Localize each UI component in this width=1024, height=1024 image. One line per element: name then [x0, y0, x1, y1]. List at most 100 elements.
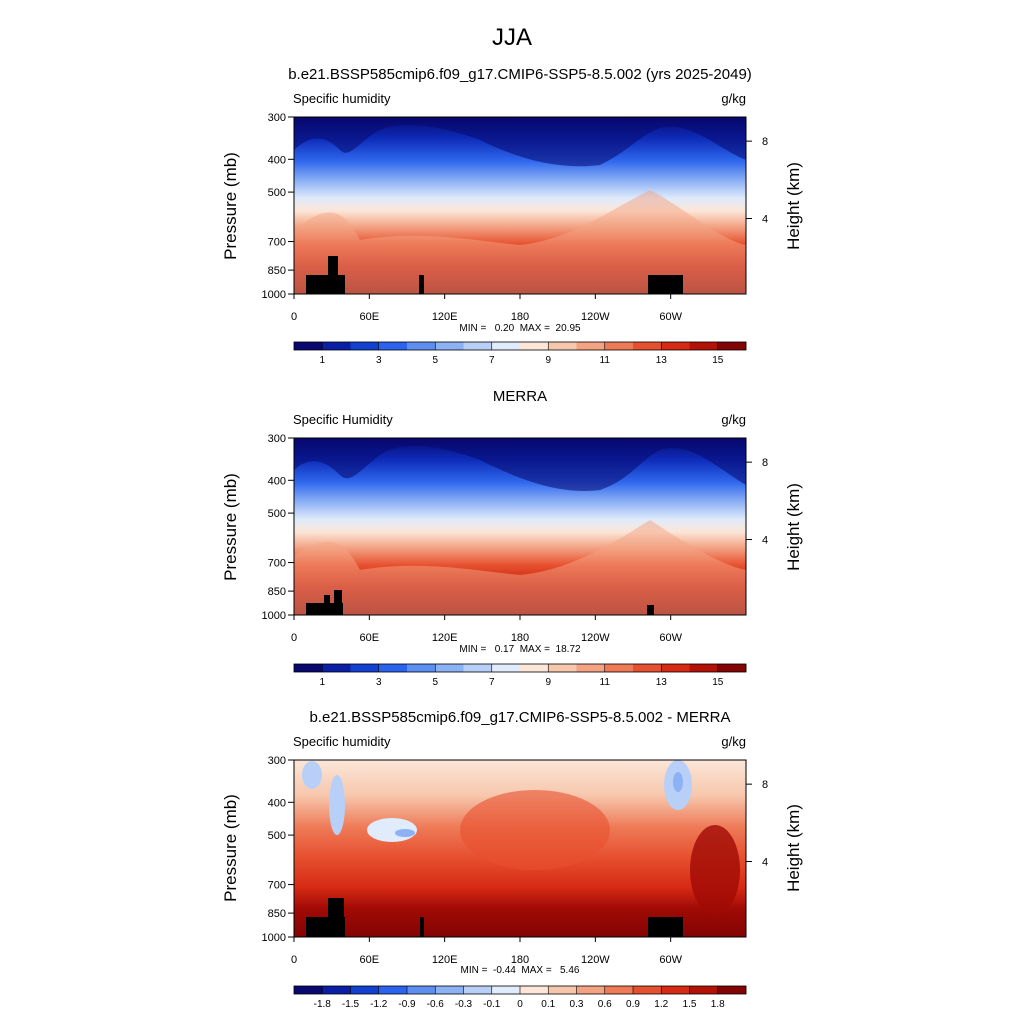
colorbar-swatch: [350, 342, 380, 350]
y-tick-label: 1000: [262, 932, 286, 944]
x-tick-label: 60W: [659, 954, 682, 966]
stats-label: MIN = 0.17 MAX = 18.72: [459, 644, 581, 655]
colorbar-swatch: [548, 664, 577, 672]
x-tick-label: 180: [511, 632, 529, 644]
colorbar-swatch: [463, 342, 493, 350]
colorbar-swatch: [633, 342, 662, 350]
colorbar-swatch: [378, 986, 408, 994]
plot-area: [293, 116, 747, 295]
colorbar-swatch: [491, 664, 521, 672]
colorbar-label: 3: [376, 355, 382, 366]
units-label: g/kg: [721, 412, 746, 427]
x-tick-label: 60W: [659, 311, 682, 323]
colorbar-label: 0.1: [541, 999, 555, 1010]
x-tick-label: 60E: [360, 954, 380, 966]
colorbar-swatch: [661, 986, 690, 994]
colorbar-swatch: [604, 342, 634, 350]
negative-anomaly-region: [673, 772, 683, 792]
colorbar-swatch: [378, 664, 408, 672]
x-tick-label: 0: [291, 954, 297, 966]
colorbar-label: 15: [712, 677, 724, 688]
terrain-mask: [328, 898, 344, 918]
colorbar-swatch: [378, 342, 408, 350]
moist-column-shape: [294, 190, 746, 294]
negative-anomaly-region: [395, 829, 415, 837]
colorbar-label: 1.5: [683, 999, 697, 1010]
colorbar-label: 7: [489, 355, 495, 366]
x-tick-label: 60W: [659, 632, 682, 644]
colorbar-label: -1.8: [314, 999, 332, 1010]
terrain-mask: [306, 603, 343, 615]
height-tick-label: 4: [762, 214, 768, 226]
colorbar-swatch: [576, 664, 606, 672]
colorbar-label: 7: [489, 677, 495, 688]
variable-label: Specific Humidity: [293, 412, 393, 427]
colorbar-label: -1.2: [370, 999, 388, 1010]
y-tick-label: 300: [268, 755, 286, 767]
colorbar-label: 1: [319, 677, 325, 688]
colorbar-label: 0.3: [570, 999, 584, 1010]
terrain-mask: [324, 595, 330, 605]
x-tick-label: 180: [511, 311, 529, 323]
x-tick-label: 60E: [360, 632, 380, 644]
colorbar-label: 1.2: [654, 999, 668, 1010]
terrain-mask: [647, 605, 654, 615]
colorbar-frame: [293, 341, 747, 351]
panel-model: b.e21.BSSP585cmip6.f09_g17.CMIP6-SSP5-8.…: [221, 66, 803, 366]
panel-title: b.e21.BSSP585cmip6.f09_g17.CMIP6-SSP5-8.…: [288, 66, 752, 83]
y-tick-label: 700: [268, 237, 286, 249]
colorbar-label: -0.1: [483, 999, 501, 1010]
positive-anomaly-region: [460, 790, 610, 870]
variable-label: Specific humidity: [293, 734, 391, 749]
colorbar-swatch: [548, 986, 577, 994]
colorbar-swatch: [435, 664, 464, 672]
colorbar-swatch: [407, 664, 436, 672]
colorbar-swatch: [717, 342, 747, 350]
colorbar-swatch: [491, 342, 521, 350]
colorbar-swatch: [463, 664, 493, 672]
colorbar-swatch: [322, 664, 351, 672]
colorbar-swatch: [633, 664, 662, 672]
colorbar-label: 11: [600, 677, 611, 688]
colorbar-swatch: [604, 664, 634, 672]
plot-area: [293, 759, 747, 938]
y-tick-label: 400: [268, 475, 286, 487]
height-tick-label: 8: [762, 136, 768, 148]
colorbar-swatch: [717, 664, 747, 672]
x-tick-label: 180: [511, 954, 529, 966]
terrain-mask: [328, 256, 338, 276]
stats-label: MIN = 0.20 MAX = 20.95: [459, 323, 581, 334]
colorbar-label: 0.9: [626, 999, 640, 1010]
colorbar-swatch: [435, 342, 464, 350]
y-tick-label: 500: [268, 830, 286, 842]
colorbar-swatch: [633, 986, 662, 994]
colorbar: 1 3 5 7 9 11 13 15: [293, 341, 747, 366]
y-tick-label: 1000: [262, 610, 286, 622]
units-label: g/kg: [721, 91, 746, 106]
colorbar: 1 3 5 7 9 11 13 15: [293, 663, 747, 688]
colorbar-swatch: [576, 986, 606, 994]
colorbar-label: 13: [656, 677, 668, 688]
colorbar-swatch: [350, 664, 380, 672]
terrain-mask: [648, 917, 683, 937]
y-tick-label: 400: [268, 797, 286, 809]
y-tick-label: 300: [268, 433, 286, 445]
colorbar-swatch: [322, 986, 351, 994]
colorbar-swatch: [435, 986, 464, 994]
panel-merra: MERRA Specific Humidity g/kg 30040050070…: [221, 388, 803, 688]
colorbar-swatch: [491, 986, 521, 994]
colorbar-label: 9: [545, 677, 551, 688]
y-tick-label: 850: [268, 265, 286, 277]
x-tick-label: 120W: [581, 954, 610, 966]
negative-anomaly-region: [302, 761, 322, 789]
colorbar-swatch: [548, 342, 577, 350]
colorbar-swatch: [689, 342, 719, 350]
colorbar-label: 11: [600, 355, 611, 366]
units-label: g/kg: [721, 734, 746, 749]
colorbar-swatch: [350, 986, 380, 994]
moisture-dome-shape: [294, 117, 746, 167]
y-tick-label: 700: [268, 880, 286, 892]
y-tick-label: 850: [268, 586, 286, 598]
colorbar-swatch: [463, 986, 493, 994]
colorbar-swatch: [576, 342, 606, 350]
